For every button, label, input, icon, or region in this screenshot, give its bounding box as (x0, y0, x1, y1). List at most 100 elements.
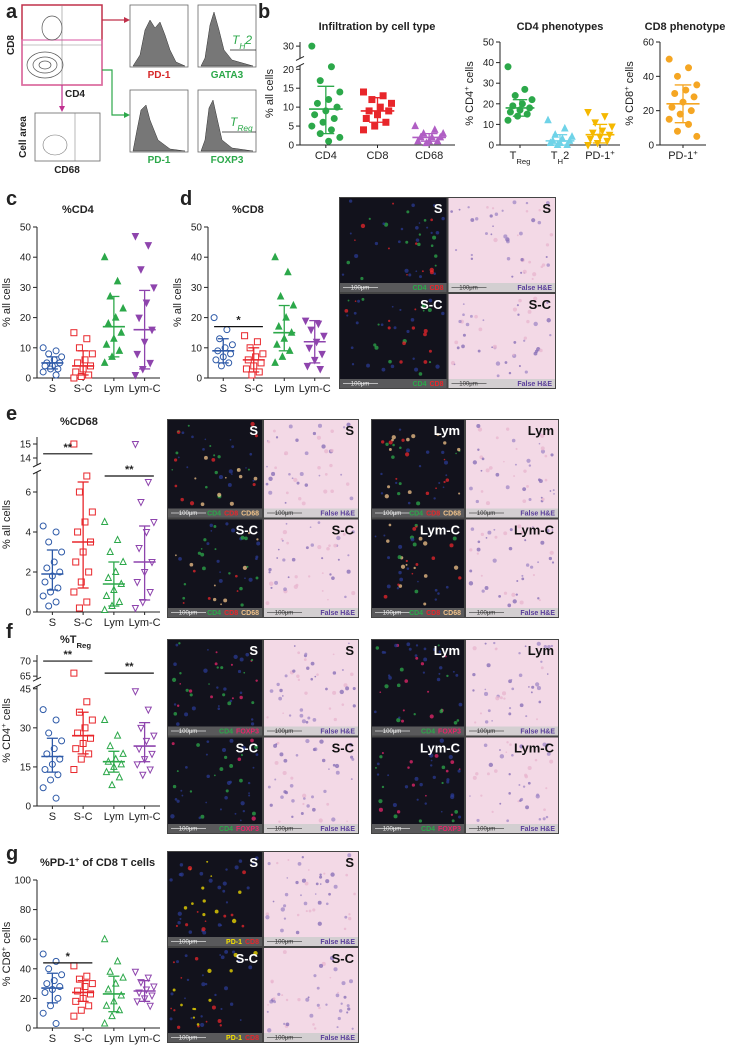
cell (178, 642, 181, 645)
cell (305, 997, 310, 1002)
cell (484, 232, 488, 236)
data-point (591, 119, 600, 127)
data-point (131, 233, 140, 241)
cell (549, 550, 554, 555)
cell (525, 563, 530, 567)
cell (323, 489, 328, 494)
cell (225, 522, 229, 526)
cell (457, 447, 461, 452)
text-part: Reg (237, 123, 253, 133)
cell (285, 1022, 290, 1027)
cell (523, 339, 526, 342)
cell (209, 445, 212, 448)
cell (423, 328, 428, 334)
data-point (150, 732, 158, 741)
cell (516, 234, 519, 237)
cell (465, 322, 470, 327)
y-tick-label: 4 (25, 528, 31, 539)
cell (411, 572, 414, 575)
y-tick-label: 30 (191, 283, 203, 294)
cell (348, 979, 353, 984)
image-label: S-C (529, 297, 552, 312)
cell (301, 501, 306, 506)
cell (296, 674, 300, 678)
cell (284, 501, 287, 504)
cell (344, 915, 348, 919)
y-tick-label: 14 (20, 454, 32, 465)
cell (398, 570, 402, 575)
cell (430, 231, 433, 234)
data-point (259, 350, 267, 358)
x-tick-label: CD8 (366, 150, 388, 162)
cell (486, 206, 489, 209)
cell (418, 222, 421, 224)
cell (341, 981, 346, 986)
cell (207, 968, 212, 973)
cell (523, 469, 527, 473)
cell (294, 575, 298, 579)
cell (428, 360, 432, 364)
cell (410, 537, 415, 542)
axis-label: Cell area (18, 116, 29, 158)
cell (230, 663, 233, 666)
chart-title: %TReg (60, 634, 91, 650)
x-tick-label: S-C (74, 617, 93, 629)
cell (300, 812, 304, 816)
image-label: Lym (434, 423, 460, 438)
cell (399, 360, 403, 364)
image-label: Lym-C (420, 741, 461, 756)
axis-label: PD-1 (148, 70, 171, 81)
cell (532, 272, 537, 277)
data-point (528, 96, 536, 104)
cell (392, 443, 395, 447)
cell (350, 346, 354, 350)
cell (511, 275, 514, 278)
cell (329, 573, 332, 576)
cell (451, 819, 455, 823)
cell (420, 662, 425, 666)
cell (418, 819, 423, 823)
cell (536, 641, 541, 646)
cell (409, 760, 413, 764)
x-tick-label: Lym (104, 617, 124, 629)
image-label: S-C (420, 297, 443, 312)
cell (251, 816, 256, 821)
cell (444, 655, 447, 658)
cell (405, 559, 408, 563)
cell (215, 651, 218, 654)
cell (194, 957, 199, 961)
cell (317, 521, 321, 525)
cell (202, 912, 206, 917)
cell (373, 343, 377, 347)
cell (231, 697, 234, 700)
cell (488, 466, 493, 470)
cell (250, 421, 255, 427)
stain-label: CD8 (429, 381, 443, 388)
cell (391, 455, 395, 459)
info-strip (168, 1033, 262, 1042)
cell (284, 892, 289, 897)
cell (190, 1016, 193, 1020)
cell (385, 442, 389, 447)
cell (287, 576, 290, 579)
data-point (313, 99, 321, 107)
text-part: PD-1 (585, 150, 610, 162)
cell (276, 741, 280, 745)
cell (503, 531, 508, 536)
cell (232, 950, 236, 954)
cell (268, 581, 274, 586)
cell (501, 209, 504, 212)
cell (388, 523, 392, 527)
cell (482, 319, 485, 322)
cell (527, 309, 532, 314)
cell (476, 818, 480, 822)
y-tick-label: 15 (283, 84, 295, 95)
cell (479, 712, 483, 715)
cell (404, 785, 409, 789)
cell (309, 1013, 314, 1018)
cell (333, 884, 338, 889)
cell (547, 644, 551, 649)
cell (476, 424, 481, 429)
cell (242, 565, 248, 571)
cell (329, 463, 333, 468)
